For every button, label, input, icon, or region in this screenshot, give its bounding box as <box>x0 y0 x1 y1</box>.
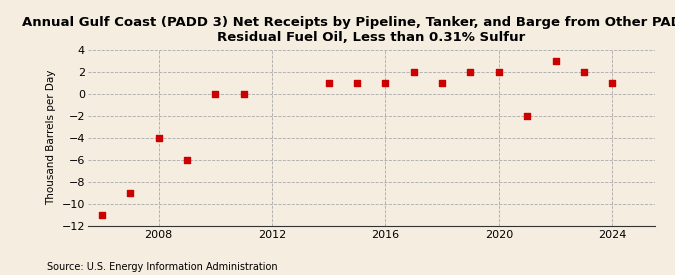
Point <box>522 113 533 118</box>
Point <box>210 91 221 96</box>
Point <box>578 69 589 74</box>
Point <box>465 69 476 74</box>
Point <box>437 80 448 85</box>
Y-axis label: Thousand Barrels per Day: Thousand Barrels per Day <box>46 70 56 205</box>
Point <box>153 135 164 140</box>
Point <box>182 157 192 162</box>
Point <box>408 69 419 74</box>
Point <box>493 69 504 74</box>
Point <box>352 80 362 85</box>
Text: Source: U.S. Energy Information Administration: Source: U.S. Energy Information Administ… <box>47 262 278 272</box>
Point <box>97 212 107 217</box>
Point <box>125 190 136 195</box>
Point <box>323 80 334 85</box>
Title: Annual Gulf Coast (PADD 3) Net Receipts by Pipeline, Tanker, and Barge from Othe: Annual Gulf Coast (PADD 3) Net Receipts … <box>22 16 675 44</box>
Point <box>607 80 618 85</box>
Point <box>380 80 391 85</box>
Point <box>550 58 561 63</box>
Point <box>238 91 249 96</box>
